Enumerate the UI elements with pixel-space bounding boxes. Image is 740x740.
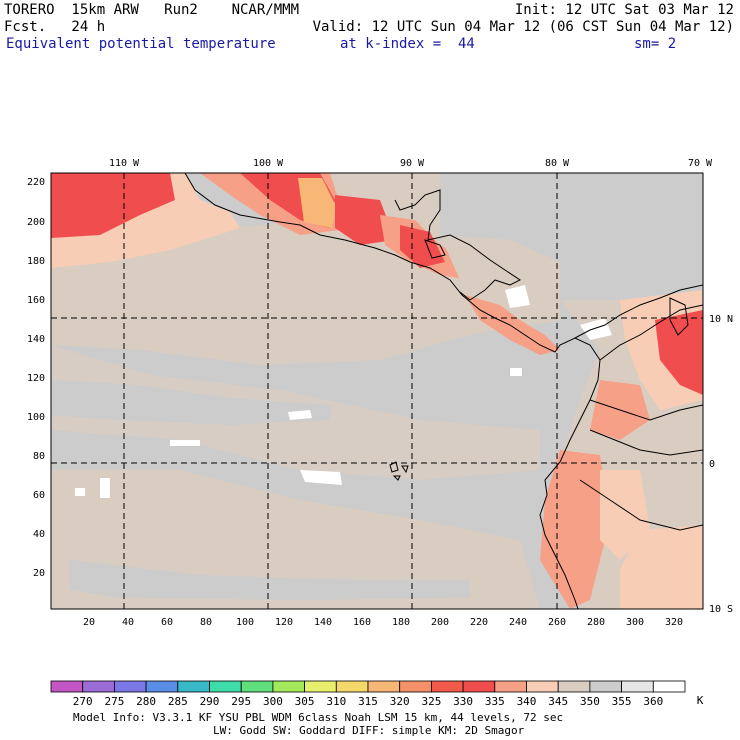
colorbar-swatch [240,680,274,693]
lon-label-90w: 90 W [400,158,425,169]
colorbar-swatch [304,680,337,693]
colorbar-label: 320 [390,695,410,708]
field-name: Equivalent potential temperature [6,36,276,52]
colorbar-swatch [50,680,84,693]
colorbar-swatch [177,680,210,693]
colorbar-swatch [462,680,496,693]
lat-label-10s: 10 S [709,604,733,615]
colorbar-label: 325 [421,695,441,708]
x-tick: 240 [509,617,527,628]
valid-time: Valid: 12 UTC Sun 04 Mar 12 (06 CST Sun … [312,19,734,35]
y-tick: 80 [33,451,45,462]
colorbar-label: 335 [485,695,505,708]
colorbar-swatch [114,680,147,693]
map-frame [50,172,704,610]
colorbar-label: 280 [136,695,156,708]
y-tick: 180 [27,256,45,267]
colorbar-label: 355 [612,695,632,708]
y-tick: 120 [27,373,45,384]
colorbar-swatch [589,680,623,693]
lon-label-80w: 80 W [545,158,570,169]
model-info-line1: Model Info: V3.3.1 KF YSU PBL WDM 6class… [73,711,563,724]
colorbar-label: 340 [517,695,537,708]
colorbar-swatch [335,680,369,693]
x-tick: 260 [548,617,566,628]
lon-label-70w: 70 W [688,158,713,169]
x-tick: 80 [200,617,212,628]
x-tick: 280 [587,617,605,628]
y-tick: 60 [33,490,45,501]
colorbar-swatch [145,680,179,693]
y-tick: 20 [33,568,45,579]
colorbar-label: 295 [231,695,251,708]
model-info-line2: LW: Godd SW: Goddard DIFF: simple KM: 2D… [213,724,525,737]
colorbar-label: 330 [453,695,473,708]
theta-e-field [51,173,703,609]
colorbar-label: 310 [326,695,346,708]
x-tick: 300 [626,617,644,628]
colorbar-label: 315 [358,695,378,708]
colorbar-unit: K [697,694,704,707]
colorbar-swatch [621,680,654,693]
colorbar-label: 290 [200,695,220,708]
x-tick: 180 [392,617,410,628]
lat-label-0: 0 [709,459,715,470]
lon-label-100w: 100 W [253,158,284,169]
colorbar-swatch [557,680,591,693]
colorbar-label: 300 [263,695,283,708]
x-tick: 140 [314,617,332,628]
colorbar-swatch [82,680,115,693]
y-tick: 200 [27,217,45,228]
colorbar-swatch [652,680,686,693]
x-tick: 320 [665,617,683,628]
init-time: Init: 12 UTC Sat 03 Mar 12 [514,2,734,18]
colorbar-label: 350 [580,695,600,708]
y-tick: 220 [27,177,45,188]
x-tick: 100 [236,617,254,628]
lon-label-110w: 110 W [109,158,140,169]
level-index: at k-index = 44 [340,36,475,52]
x-tick: 60 [161,617,173,628]
colorbar-label: 360 [643,695,663,708]
colorbar-swatch [430,680,464,693]
colorbar-swatch [494,680,527,693]
y-tick: 140 [27,334,45,345]
x-tick: 200 [431,617,449,628]
x-tick: 220 [470,617,488,628]
colorbar: 270 275 280 285 290 295 300 305 310 315 320 325 330 3… [50,680,686,708]
colorbar-swatch [399,680,432,693]
colorbar-swatch [272,680,305,693]
colorbar-swatch [526,680,559,693]
lat-label-10n: 10 N [709,314,733,325]
x-tick: 20 [83,617,95,628]
smoothing-label: sm= 2 [634,36,677,52]
colorbar-swatch [209,680,242,693]
colorbar-label: 345 [548,695,568,708]
y-tick: 100 [27,412,45,423]
colorbar-label: 305 [295,695,315,708]
y-tick: 40 [33,529,45,540]
colorbar-label: 270 [73,695,93,708]
x-tick: 160 [353,617,371,628]
colorbar-swatch [367,680,401,693]
model-title: TORERO 15km ARW Run2 NCAR/MMM [4,2,300,18]
colorbar-label: 285 [168,695,188,708]
colorbar-label: 275 [104,695,124,708]
forecast-hour: Fcst. 24 h [4,19,106,35]
x-tick: 40 [122,617,134,628]
y-tick: 160 [27,295,45,306]
x-tick: 120 [275,617,293,628]
